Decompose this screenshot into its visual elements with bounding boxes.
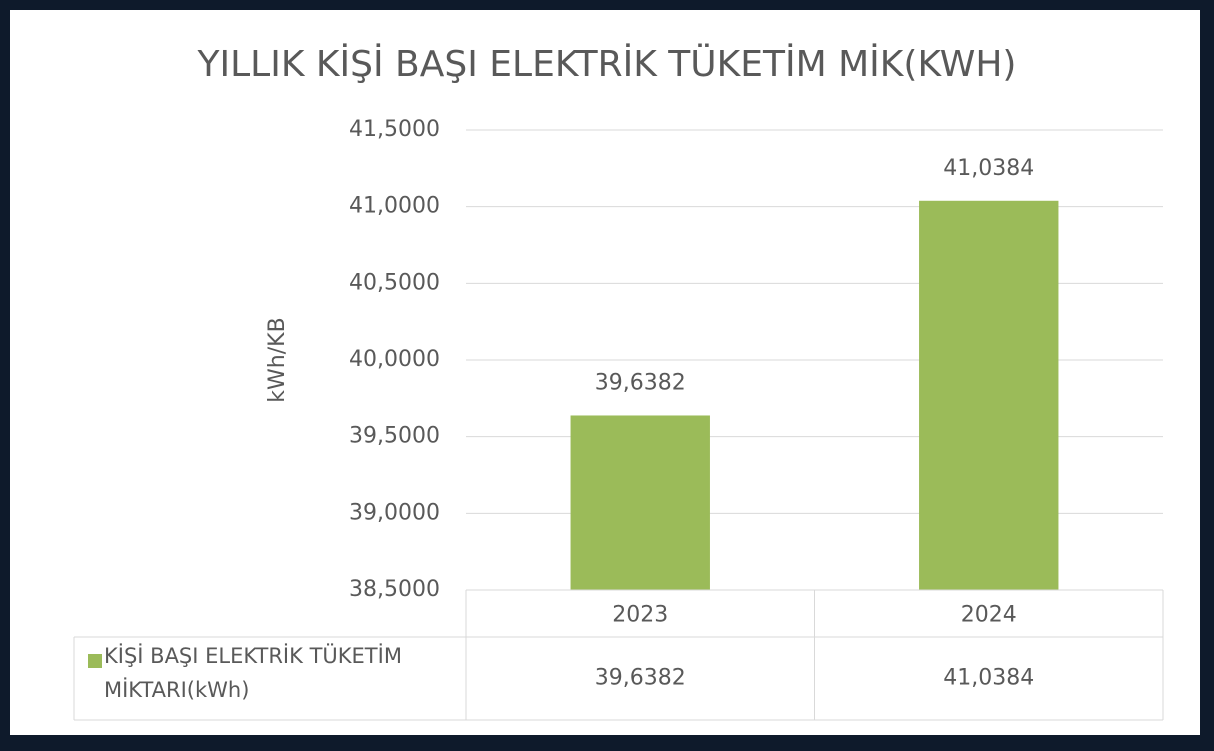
y-tick-label: 39,0000 [349, 500, 440, 525]
chart-title: YILLIK KİŞİ BAŞI ELEKTRİK TÜKETİM MİK(KW… [197, 43, 1017, 85]
data-label: 39,6382 [595, 370, 686, 395]
y-tick-label: 40,0000 [349, 347, 440, 372]
table-value: 39,6382 [595, 666, 686, 691]
legend-label-box: KİŞİ BAŞI ELEKTRİK TÜKETİM MİKTARI(kWh) [104, 644, 402, 702]
legend-key [88, 654, 102, 668]
bar [919, 200, 1059, 590]
y-tick-label: 41,5000 [349, 117, 440, 142]
y-tick-label: 40,5000 [349, 270, 440, 295]
y-tick-label: 41,0000 [349, 194, 440, 219]
bar [570, 415, 710, 590]
y-tick-label: 38,5000 [349, 577, 440, 602]
legend-label: KİŞİ BAŞI ELEKTRİK TÜKETİM MİKTARI(kWh) [104, 644, 402, 702]
y-axis-label: kWh/KB [265, 317, 290, 402]
y-tick-label: 39,5000 [349, 424, 440, 449]
x-tick-label: 2023 [612, 603, 668, 628]
x-tick-label: 2024 [961, 603, 1017, 628]
data-label: 41,0384 [943, 156, 1034, 181]
table-value: 41,0384 [943, 666, 1034, 691]
